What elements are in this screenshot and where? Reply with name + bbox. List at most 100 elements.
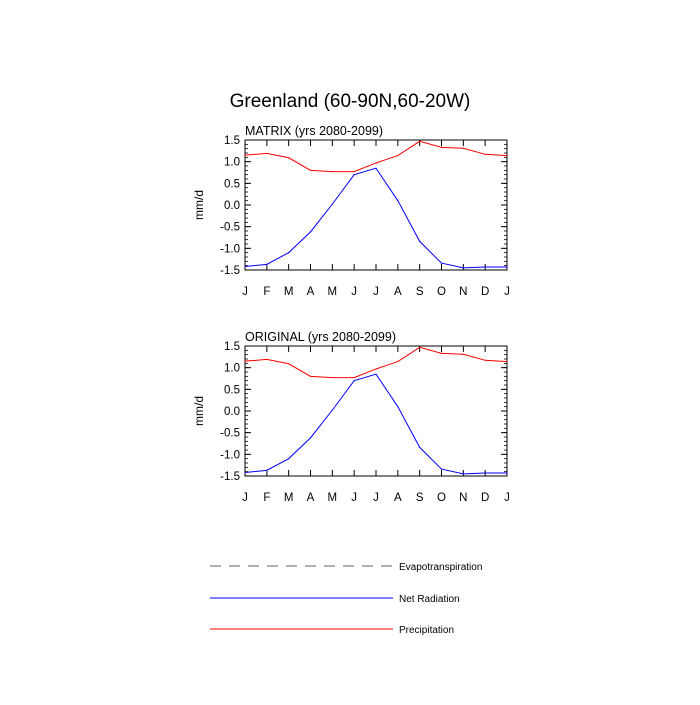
legend-label-precipitation: Precipitation: [399, 625, 454, 636]
y-tick-label: -1.0: [220, 243, 240, 255]
data-point-net-radiation: [440, 468, 443, 470]
y-tick-label: -1.0: [220, 449, 240, 461]
data-point-net-radiation: [353, 380, 355, 382]
data-point-net-radiation: [288, 252, 290, 254]
data-point-precipitation: [309, 169, 312, 171]
chart-panel-2: ORIGINAL (yrs 2080-2099) 1.5 1.0 0.5 0.0 -0.5…: [192, 330, 510, 504]
x-tick-label: J: [242, 286, 248, 298]
x-tick-label: M: [328, 286, 338, 298]
series-line-net-radiation: [244, 373, 507, 475]
x-tick-label: D: [481, 286, 489, 298]
data-point-net-radiation: [506, 472, 508, 474]
data-point-net-radiation: [331, 409, 333, 411]
y-tick-label: -1.5: [220, 471, 240, 483]
data-point-precipitation: [397, 361, 399, 363]
data-point-net-radiation: [462, 267, 464, 269]
x-tick-label: M: [284, 286, 294, 298]
data-point-net-radiation: [484, 266, 486, 268]
data-point-precipitation: [288, 363, 290, 365]
data-point-net-radiation: [462, 473, 464, 475]
data-point-precipitation: [397, 155, 399, 157]
x-tick-label: F: [263, 492, 270, 504]
data-point-precipitation: [353, 377, 355, 379]
data-point-net-radiation: [440, 262, 443, 264]
chart-subtitle: MATRIX (yrs 2080-2099): [245, 124, 383, 138]
y-tick-label: -1.5: [220, 265, 240, 277]
data-point-precipitation: [331, 171, 333, 173]
data-point-precipitation: [244, 360, 246, 362]
data-point-precipitation: [266, 152, 268, 155]
data-point-net-radiation: [375, 373, 377, 375]
y-axis-label: mm/d: [192, 190, 206, 220]
data-point-precipitation: [375, 162, 377, 164]
x-tick-label: A: [307, 286, 315, 298]
x-tick-label: J: [373, 492, 379, 504]
data-point-net-radiation: [309, 231, 312, 233]
x-tick-label: N: [459, 286, 467, 298]
y-tick-label: 1.5: [224, 135, 240, 147]
data-point-net-radiation: [266, 263, 268, 265]
x-tick-label: J: [242, 492, 248, 504]
figure-title: Greenland (60-90N,60-20W): [230, 91, 471, 112]
y-tick-label: 0.5: [224, 384, 240, 396]
data-point-net-radiation: [309, 437, 312, 439]
x-tick-label: O: [437, 286, 446, 298]
panels: MATRIX (yrs 2080-2099) 1.5 1.0 0.5 0.0 -0.5 -1…: [192, 124, 510, 504]
x-tick-label: J: [504, 492, 510, 504]
data-point-precipitation: [309, 375, 312, 377]
data-point-net-radiation: [484, 472, 486, 474]
data-point-net-radiation: [331, 203, 333, 205]
data-point-precipitation: [353, 171, 355, 173]
data-point-precipitation: [419, 346, 421, 348]
x-tick-label: A: [307, 492, 315, 504]
data-point-net-radiation: [397, 406, 399, 408]
x-tick-label: A: [394, 492, 402, 504]
x-tick-label: J: [351, 492, 357, 504]
data-point-precipitation: [288, 157, 290, 159]
data-point-net-radiation: [397, 200, 399, 202]
data-point-precipitation: [440, 352, 443, 354]
plot-frame: [244, 345, 508, 477]
data-point-precipitation: [244, 154, 246, 156]
x-tick-label: F: [263, 286, 270, 298]
data-point-precipitation: [506, 155, 508, 157]
x-tick-label: J: [373, 286, 379, 298]
data-point-precipitation: [484, 359, 486, 361]
data-point-net-radiation: [353, 174, 355, 176]
data-point-precipitation: [440, 146, 443, 148]
series-line-net-radiation: [244, 167, 507, 269]
data-point-net-radiation: [419, 240, 421, 242]
legend-label-net-radiation: Net Radiation: [399, 594, 460, 605]
y-axis-label: mm/d: [192, 396, 206, 426]
x-tick-label: M: [328, 492, 338, 504]
y-tick-label: 0.5: [224, 178, 240, 190]
data-point-precipitation: [484, 153, 486, 155]
x-tick-label: J: [351, 286, 357, 298]
y-tick-label: -0.5: [220, 428, 240, 440]
y-tick-label: 1.0: [224, 363, 240, 375]
data-point-net-radiation: [244, 265, 246, 268]
data-point-precipitation: [462, 353, 464, 355]
x-tick-label: O: [437, 492, 446, 504]
x-tick-label: J: [504, 286, 510, 298]
data-point-net-radiation: [375, 167, 377, 169]
data-point-precipitation: [266, 358, 268, 361]
x-tick-label: S: [416, 492, 424, 504]
data-point-net-radiation: [506, 266, 508, 268]
x-tick-label: M: [284, 492, 294, 504]
data-point-net-radiation: [244, 471, 246, 474]
data-point-net-radiation: [288, 458, 290, 460]
legend-label-evapotranspiration: Evapotranspiration: [399, 562, 482, 573]
legend: Evapotranspiration Net Radiation Precipita…: [210, 562, 482, 636]
data-point-precipitation: [331, 377, 333, 379]
data-point-precipitation: [462, 147, 464, 149]
data-point-net-radiation: [419, 446, 421, 448]
data-point-precipitation: [506, 361, 508, 363]
data-point-precipitation: [419, 140, 421, 142]
x-tick-label: A: [394, 286, 402, 298]
y-tick-label: 0.0: [224, 200, 240, 212]
y-tick-label: 1.0: [224, 157, 240, 169]
x-tick-label: S: [416, 286, 424, 298]
y-tick-label: 1.5: [224, 341, 240, 353]
